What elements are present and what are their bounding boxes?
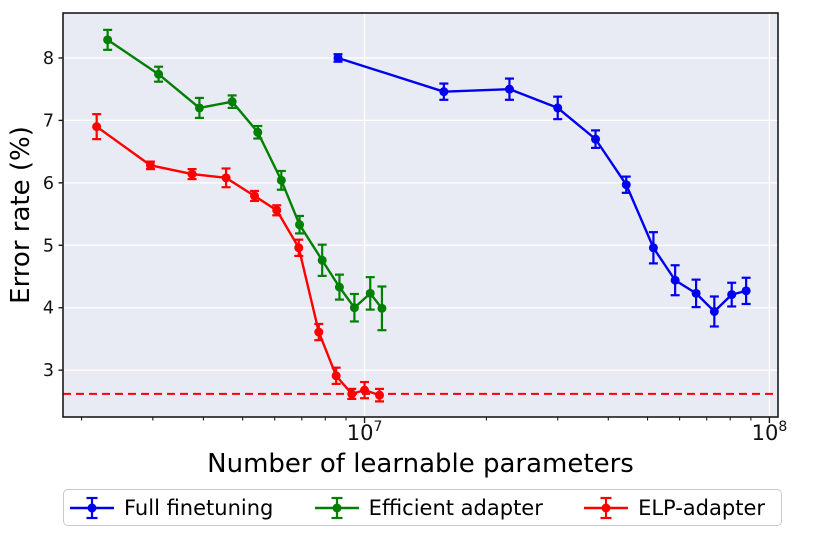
legend-errorbar-marker: [314, 496, 359, 519]
y-tick-label: 4: [43, 299, 54, 319]
series-elp-adapter: [92, 113, 385, 403]
x-tick-label: 107: [347, 419, 383, 445]
legend-label: ELP-adapter: [638, 495, 765, 520]
plot-border: [62, 12, 779, 418]
y-tick-label: 8: [43, 49, 54, 69]
legend-errorbar-marker: [584, 496, 629, 519]
y-axis-label: Error rate (%): [6, 126, 36, 304]
legend-item-full-finetuning: Full finetuning: [69, 495, 273, 521]
plot-background: [63, 13, 778, 417]
y-tick-label: 5: [43, 236, 54, 256]
legend: Full finetuning Efficient adapter ELP-adap…: [63, 489, 782, 526]
legend-item-elp-adapter: ELP-adapter: [583, 495, 765, 521]
y-tick-label: 6: [43, 174, 54, 194]
x-tick-label: 108: [752, 419, 788, 445]
y-tick-label: 3: [43, 361, 54, 381]
legend-label: Full finetuning: [124, 495, 274, 520]
y-tick-label: 7: [43, 111, 54, 131]
legend-label: Efficient adapter: [368, 495, 543, 520]
series-full-finetuning: [333, 53, 751, 328]
series-efficient-adapter: [103, 28, 387, 332]
legend-errorbar-marker: [70, 496, 114, 519]
x-axis-label: Number of learnable parameters: [207, 449, 634, 479]
legend-item-efficient-adapter: Efficient adapter: [314, 495, 543, 521]
